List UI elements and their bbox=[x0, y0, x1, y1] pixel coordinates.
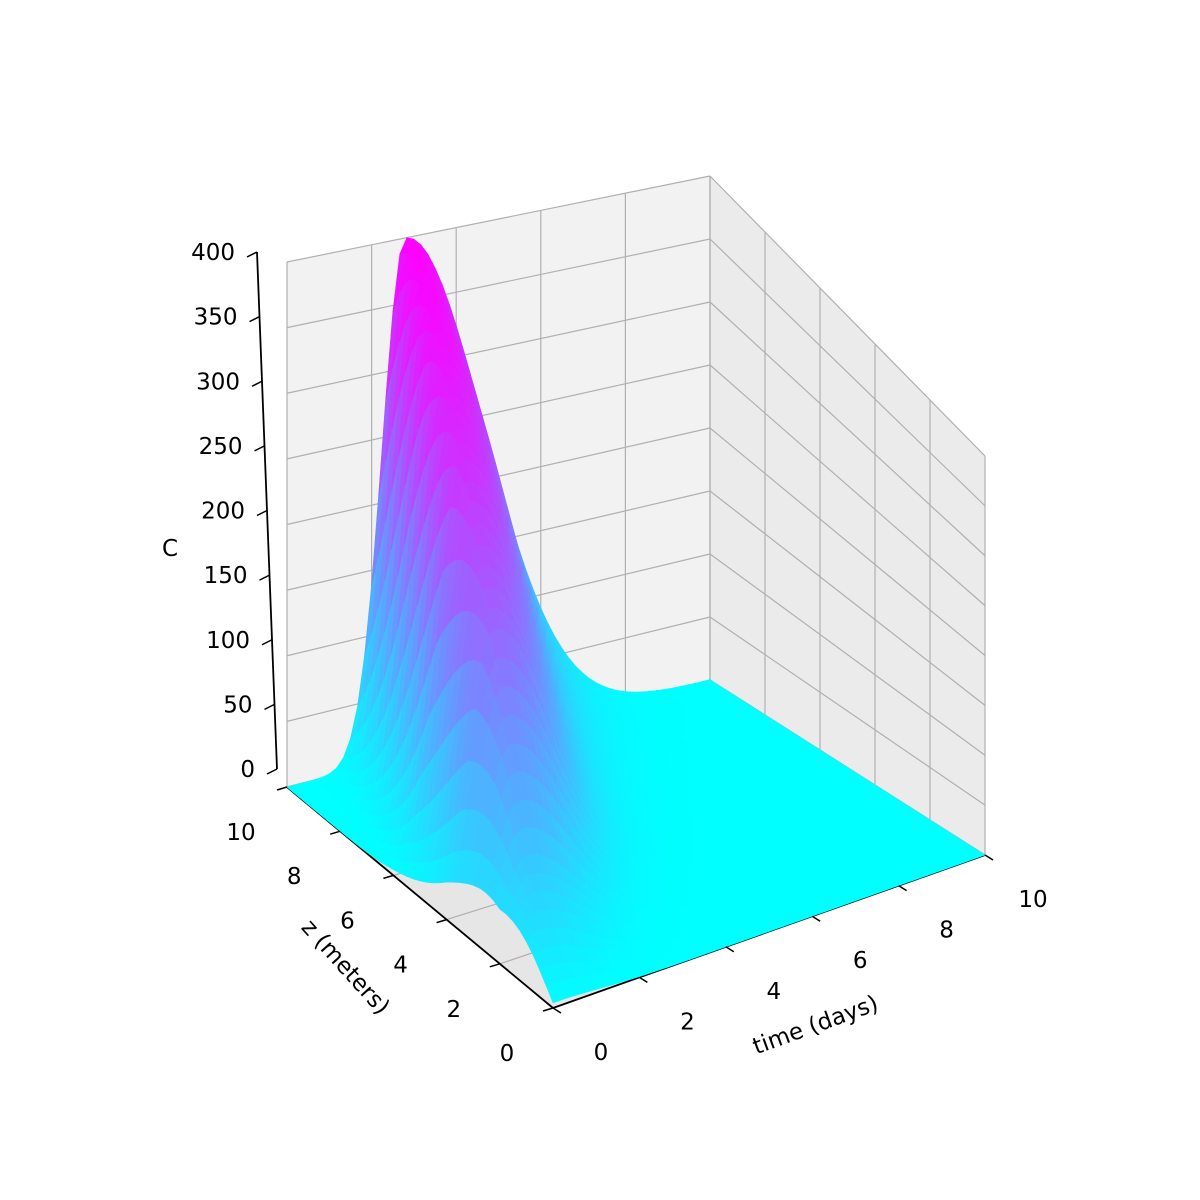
y-tick-label: 10 bbox=[226, 820, 255, 846]
y-tick-mark bbox=[329, 830, 341, 835]
y-tick-mark bbox=[489, 963, 501, 968]
x-tick-label: 6 bbox=[853, 948, 868, 974]
z-tick-mark bbox=[249, 315, 260, 323]
grid-line-side-horizontal bbox=[709, 301, 986, 557]
grid-line-side-horizontal bbox=[709, 364, 986, 607]
z-tick-mark bbox=[261, 639, 273, 646]
x-tick-mark bbox=[898, 884, 907, 892]
y-tick-label: 2 bbox=[446, 997, 461, 1023]
z-tick-mark bbox=[251, 380, 263, 387]
z-tick-mark bbox=[259, 574, 270, 581]
surface-mesh bbox=[286, 237, 986, 1004]
y-tick-mark bbox=[383, 874, 394, 880]
y-tick-mark bbox=[276, 786, 288, 791]
x-tick-mark bbox=[725, 946, 735, 953]
z-tick-label: 150 bbox=[204, 563, 248, 589]
z-tick-mark bbox=[256, 509, 268, 517]
grid-line-side-horizontal bbox=[709, 490, 986, 706]
x-tick-mark bbox=[552, 1007, 562, 1014]
z-tick-mark bbox=[246, 251, 258, 258]
y-tick-mark bbox=[436, 918, 447, 924]
grid-line-side-horizontal bbox=[709, 616, 986, 806]
tick-marks bbox=[246, 251, 994, 1014]
z-tick-label: 300 bbox=[196, 369, 240, 395]
z-axis-label: C bbox=[162, 536, 178, 562]
y-tick-label: 8 bbox=[287, 864, 302, 890]
y-tick-label: 0 bbox=[500, 1041, 515, 1067]
z-tick-label: 400 bbox=[191, 240, 235, 266]
x-tick-label: 4 bbox=[766, 979, 781, 1005]
side-pane bbox=[710, 176, 985, 855]
z-tick-label: 250 bbox=[199, 434, 243, 460]
grid-line-back-horizontal bbox=[286, 175, 711, 263]
x-tick-mark bbox=[811, 915, 821, 922]
grid-line-back-horizontal bbox=[286, 364, 711, 460]
grid-line-back-horizontal bbox=[286, 238, 711, 329]
x-tick-label: 10 bbox=[1018, 887, 1047, 913]
z-tick-mark bbox=[264, 703, 275, 711]
grid-line-side-horizontal bbox=[709, 553, 986, 756]
x-tick-label: 2 bbox=[680, 1009, 695, 1035]
y-tick-label: 6 bbox=[340, 908, 355, 934]
x-tick-label: 8 bbox=[939, 918, 954, 944]
y-tick-mark bbox=[542, 1007, 554, 1012]
x-tick-mark bbox=[639, 976, 648, 984]
z-tick-label: 0 bbox=[240, 757, 255, 783]
grid-line-back-horizontal bbox=[286, 301, 711, 394]
grid-line-side-horizontal bbox=[709, 238, 986, 507]
z-tick-label: 200 bbox=[201, 499, 245, 525]
surface-facet bbox=[970, 850, 986, 858]
z-tick-mark bbox=[266, 768, 278, 775]
z-tick-label: 350 bbox=[194, 305, 238, 331]
x-tick-mark bbox=[984, 854, 994, 861]
z-tick-label: 100 bbox=[206, 628, 250, 654]
grid-line-side-horizontal bbox=[709, 427, 986, 656]
grid-line-side-horizontal bbox=[709, 175, 986, 457]
x-tick-label: 0 bbox=[594, 1040, 609, 1066]
z-tick-mark bbox=[254, 445, 265, 452]
y-tick-label: 4 bbox=[393, 953, 408, 979]
z-tick-label: 50 bbox=[223, 692, 252, 718]
